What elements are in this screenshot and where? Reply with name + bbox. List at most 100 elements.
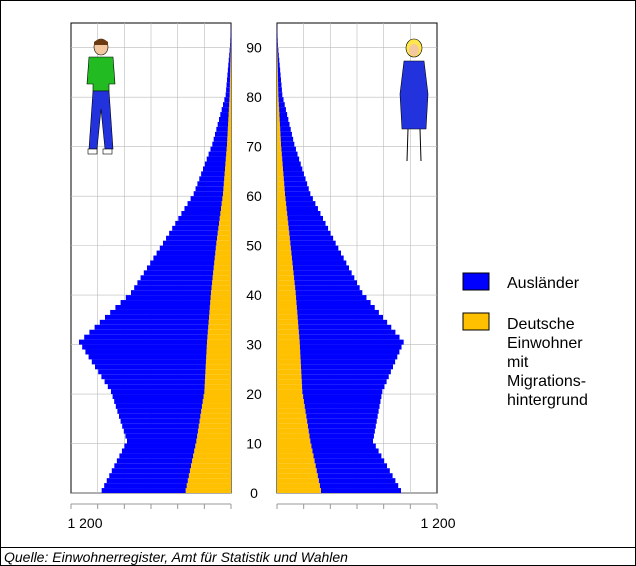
bar-men-auslaender [215, 131, 228, 137]
bar-men-deutsche [228, 107, 231, 113]
bar-men-deutsche [194, 448, 231, 454]
bar-women-auslaender [300, 349, 400, 355]
bar-women-deutsche [277, 112, 280, 117]
bar-men-auslaender [228, 62, 231, 68]
bar-men-deutsche [212, 280, 231, 286]
bar-men-deutsche [227, 141, 231, 147]
bar-women-deutsche [277, 314, 298, 320]
bar-men-deutsche [210, 295, 231, 301]
bar-men-deutsche [213, 270, 231, 276]
bar-men-auslaender [114, 463, 191, 469]
bar-women-deutsche [277, 255, 292, 261]
age-tick-label: 80 [246, 89, 262, 105]
bar-men-deutsche [189, 468, 231, 474]
bar-women-auslaender [296, 300, 371, 305]
age-tick-label: 50 [246, 238, 262, 254]
bar-women-auslaender [282, 161, 301, 167]
bar-men-auslaender [201, 171, 225, 177]
legend-label-auslaender: Ausländer [507, 275, 580, 292]
bar-men-auslaender [224, 97, 230, 103]
bar-women-deutsche [277, 107, 280, 113]
bar-women-auslaender [280, 126, 291, 132]
bar-men-auslaender [223, 102, 230, 108]
bar-women-auslaender [281, 141, 295, 147]
bar-women-deutsche [277, 260, 293, 266]
bar-men-auslaender [99, 319, 209, 325]
legend-swatch-auslaender [462, 272, 490, 291]
bar-women-deutsche [277, 458, 315, 464]
bar-women-auslaender [304, 403, 380, 409]
bar-women-deutsche [277, 339, 300, 345]
bar-women-auslaender [312, 448, 379, 454]
bar-women-deutsche [277, 319, 299, 325]
bar-men-auslaender [112, 394, 204, 399]
bar-men-deutsche [230, 57, 231, 63]
bar-women-deutsche [277, 309, 298, 315]
bar-women-deutsche [277, 399, 304, 404]
bar-women-deutsche [277, 374, 302, 380]
bar-women-auslaender [297, 314, 383, 320]
bar-men-auslaender [195, 186, 224, 192]
bar-women-deutsche [277, 250, 292, 256]
age-tick-label: 60 [246, 188, 262, 204]
bar-women-deutsche [277, 463, 316, 469]
bar-men-deutsche [230, 72, 231, 78]
bar-men-auslaender [220, 112, 229, 117]
age-tick-label: 40 [246, 287, 262, 303]
bar-men-auslaender [116, 458, 193, 464]
bar-women-deutsche [277, 453, 314, 459]
bar-men-deutsche [206, 354, 231, 360]
bar-men-deutsche [205, 374, 231, 380]
bar-women-auslaender [307, 423, 376, 429]
bar-women-auslaender [277, 42, 278, 48]
bar-women-auslaender [318, 478, 396, 484]
bar-men-deutsche [229, 82, 231, 88]
bar-women-deutsche [277, 126, 281, 132]
bar-women-deutsche [277, 176, 284, 182]
bar-men-deutsche [228, 121, 231, 127]
bar-men-auslaender [219, 117, 229, 122]
bar-men-auslaender [172, 225, 219, 231]
bar-women-deutsche [277, 344, 300, 350]
bar-women-deutsche [277, 329, 299, 335]
bar-women-auslaender [291, 250, 341, 256]
bar-women-auslaender [296, 305, 375, 310]
bar-men-auslaender [156, 250, 216, 256]
bar-women-auslaender [283, 176, 306, 182]
bars-women [277, 23, 404, 493]
bar-men-deutsche [226, 151, 231, 157]
bar-women-auslaender [290, 245, 339, 251]
bar-men-auslaender [101, 488, 186, 493]
bar-women-auslaender [277, 57, 280, 63]
bar-men-auslaender [206, 156, 226, 162]
bar-men-deutsche [224, 171, 231, 177]
bar-men-auslaender [106, 478, 188, 484]
bar-men-auslaender [203, 166, 225, 172]
bar-women-deutsche [277, 275, 295, 281]
bar-women-deutsche [277, 215, 288, 221]
bar-women-auslaender [281, 151, 298, 157]
bar-men-deutsche [217, 235, 231, 241]
bar-women-auslaender [284, 186, 309, 192]
bar-women-auslaender [284, 181, 308, 187]
bar-men-deutsche [206, 349, 231, 355]
bar-men-deutsche [229, 97, 231, 103]
bar-women-deutsche [277, 483, 320, 489]
bar-women-deutsche [277, 82, 279, 88]
bar-women-auslaender [303, 399, 381, 404]
bar-women-deutsche [277, 201, 287, 207]
bar-men-deutsche [219, 215, 231, 221]
bar-women-deutsche [277, 265, 293, 271]
bar-men-auslaender [122, 423, 199, 429]
bar-men-deutsche [228, 112, 231, 117]
bar-women-auslaender [278, 87, 282, 93]
bar-men-auslaender [124, 443, 196, 449]
bar-men-deutsche [226, 146, 231, 152]
bar-men-auslaender [111, 468, 190, 474]
bar-men-deutsche [204, 389, 231, 395]
bar-men-auslaender [184, 206, 221, 211]
bar-men-deutsche [223, 191, 231, 197]
bar-men-auslaender [134, 285, 212, 291]
bar-men-auslaender [178, 215, 220, 221]
bar-men-deutsche [209, 309, 231, 315]
